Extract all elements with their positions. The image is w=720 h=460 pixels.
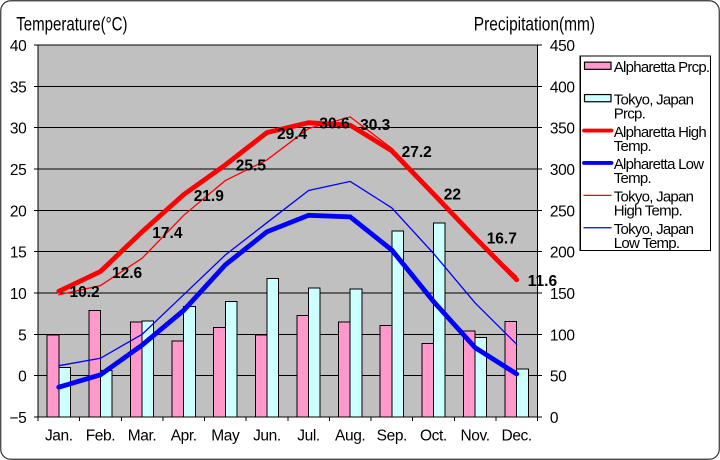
svg-text:35: 35 bbox=[10, 79, 26, 96]
svg-text:200: 200 bbox=[550, 245, 575, 262]
svg-text:29.4: 29.4 bbox=[277, 126, 308, 143]
svg-text:Alpharetta Low: Alpharetta Low bbox=[614, 156, 704, 173]
svg-text:11.6: 11.6 bbox=[528, 273, 558, 290]
svg-text:Aug.: Aug. bbox=[335, 428, 365, 445]
svg-text:25: 25 bbox=[10, 162, 26, 179]
svg-text:Temp.: Temp. bbox=[614, 170, 651, 187]
svg-text:Alpharetta Prcp.: Alpharetta Prcp. bbox=[614, 59, 710, 76]
svg-text:400: 400 bbox=[550, 79, 575, 96]
svg-text:12.6: 12.6 bbox=[112, 265, 143, 282]
svg-text:300: 300 bbox=[550, 162, 575, 179]
svg-text:10: 10 bbox=[10, 286, 27, 303]
svg-text:Apr.: Apr. bbox=[171, 428, 197, 445]
svg-text:20: 20 bbox=[10, 203, 27, 220]
svg-text:Mar.: Mar. bbox=[128, 428, 157, 445]
svg-text:150: 150 bbox=[550, 286, 575, 303]
svg-text:Tokyo, Japan: Tokyo, Japan bbox=[614, 91, 694, 108]
svg-text:May: May bbox=[211, 428, 240, 445]
svg-text:16.7: 16.7 bbox=[487, 231, 517, 248]
svg-text:Oct.: Oct. bbox=[420, 428, 447, 445]
svg-text:Nov.: Nov. bbox=[461, 428, 490, 445]
svg-text:30: 30 bbox=[10, 121, 27, 138]
svg-text:Tokyo, Japan: Tokyo, Japan bbox=[614, 221, 694, 238]
svg-text:40: 40 bbox=[10, 38, 27, 55]
svg-text:30.3: 30.3 bbox=[360, 117, 391, 134]
svg-text:100: 100 bbox=[550, 327, 575, 344]
svg-text:Precipitation(mm): Precipitation(mm) bbox=[474, 14, 595, 36]
svg-text:Jul.: Jul. bbox=[297, 428, 320, 445]
svg-text:Jan.: Jan. bbox=[45, 428, 73, 445]
svg-text:Prcp.: Prcp. bbox=[614, 105, 645, 122]
svg-text:350: 350 bbox=[550, 121, 575, 138]
svg-text:Dec.: Dec. bbox=[502, 428, 532, 445]
svg-text:−5: −5 bbox=[9, 410, 26, 427]
svg-text:Sep.: Sep. bbox=[377, 428, 407, 445]
svg-text:30.6: 30.6 bbox=[319, 116, 350, 133]
svg-text:0: 0 bbox=[550, 410, 559, 427]
svg-text:Tokyo, Japan: Tokyo, Japan bbox=[614, 189, 694, 206]
svg-text:Feb.: Feb. bbox=[86, 428, 115, 445]
svg-text:27.2: 27.2 bbox=[402, 144, 432, 161]
svg-text:15: 15 bbox=[10, 245, 26, 262]
svg-text:High Temp.: High Temp. bbox=[614, 203, 682, 220]
svg-text:22: 22 bbox=[444, 187, 461, 204]
svg-text:10.2: 10.2 bbox=[70, 284, 100, 301]
svg-text:25.5: 25.5 bbox=[236, 158, 267, 175]
svg-text:21.9: 21.9 bbox=[194, 188, 225, 205]
svg-text:0: 0 bbox=[18, 369, 27, 386]
svg-text:Alpharetta High: Alpharetta High bbox=[614, 124, 707, 141]
svg-text:250: 250 bbox=[550, 203, 575, 220]
svg-text:Temp.: Temp. bbox=[614, 138, 651, 155]
svg-text:450: 450 bbox=[550, 38, 575, 55]
svg-text:Jun.: Jun. bbox=[253, 428, 281, 445]
svg-text:17.4: 17.4 bbox=[152, 225, 183, 242]
svg-text:Temperature(°C): Temperature(°C) bbox=[16, 14, 127, 36]
svg-text:Low Temp.: Low Temp. bbox=[614, 235, 680, 252]
svg-text:50: 50 bbox=[550, 369, 567, 386]
svg-text:5: 5 bbox=[18, 327, 26, 344]
